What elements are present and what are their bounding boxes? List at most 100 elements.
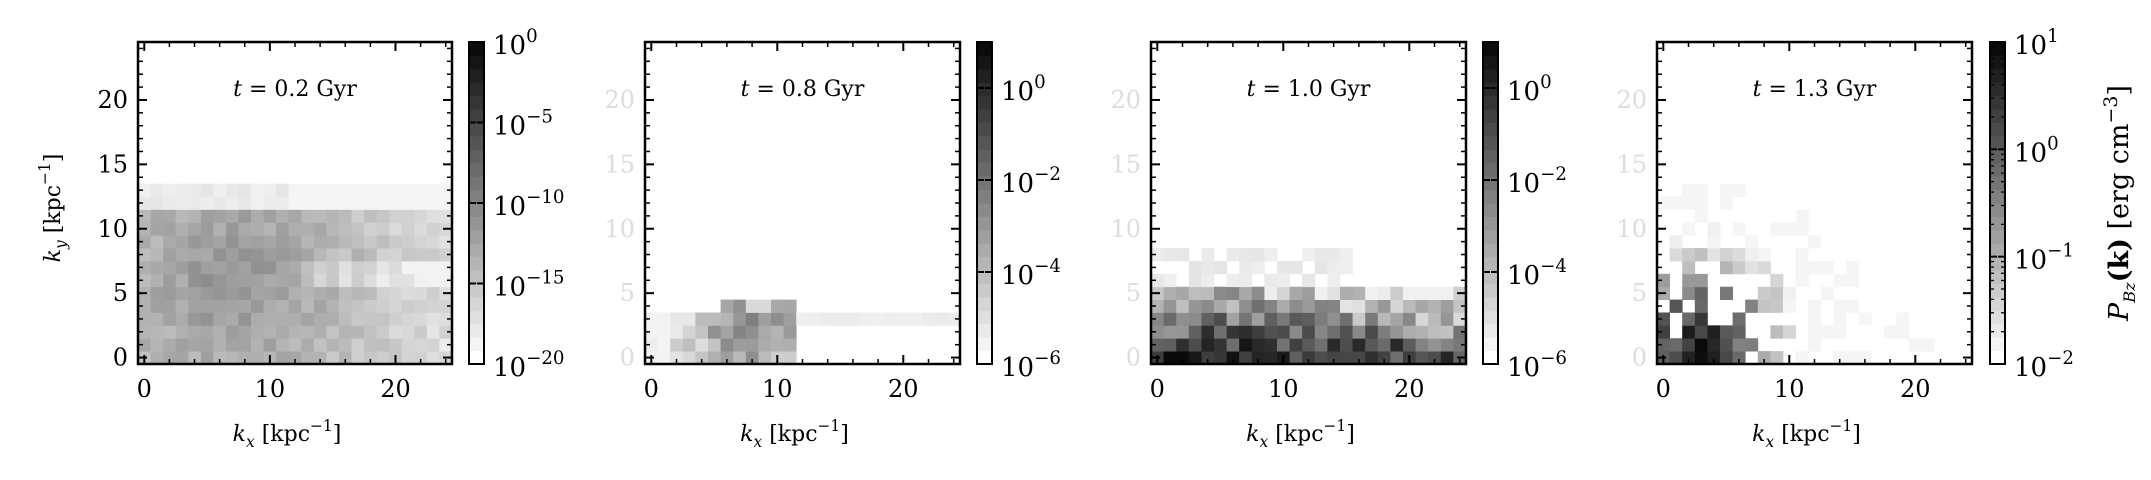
colorbar-band xyxy=(1990,95,2005,110)
colorbar-band xyxy=(977,109,992,123)
heatmap-cell xyxy=(364,299,378,313)
x-axis-label: kx [kpc−1] xyxy=(740,417,849,451)
heatmap-cell xyxy=(1340,260,1353,275)
colorbar-band xyxy=(469,162,484,177)
heatmap-cell xyxy=(276,312,290,326)
heatmap-cell xyxy=(1277,325,1290,339)
heatmap-cell xyxy=(213,286,227,300)
heatmap-cell xyxy=(1745,248,1759,262)
heatmap-cell xyxy=(846,312,860,326)
heatmap-cell xyxy=(225,248,239,262)
heatmap-cell xyxy=(1327,299,1341,313)
heatmap-cell xyxy=(213,209,227,223)
heatmap-cell xyxy=(251,222,264,236)
colorbar-band xyxy=(1483,256,1498,271)
colorbar-tick-label: 10−2 xyxy=(1001,164,1061,199)
heatmap-cell xyxy=(1289,286,1303,300)
heatmap-cell xyxy=(364,273,378,288)
heatmap-cell xyxy=(771,325,784,339)
heatmap-cell xyxy=(1732,260,1746,275)
heatmap-cell xyxy=(389,338,403,352)
heatmap-cell xyxy=(720,299,734,313)
heatmap-cell xyxy=(708,338,721,352)
heatmap-cell xyxy=(213,222,227,236)
heatmap-cell xyxy=(1239,338,1253,352)
heatmap-cell xyxy=(401,260,415,275)
colorbar-band xyxy=(1483,135,1498,150)
heatmap-cell xyxy=(263,260,277,275)
heatmap-cell xyxy=(1302,325,1316,339)
heatmap-cell xyxy=(163,209,177,223)
heatmap-cell xyxy=(163,299,177,313)
colorbar-band xyxy=(977,337,992,352)
heatmap-cell xyxy=(376,325,390,339)
heatmap-cell xyxy=(1188,351,1202,365)
heatmap-cell xyxy=(783,325,797,339)
colorbar-2: 10−6 10−4 10−2 100 xyxy=(976,41,1061,383)
heatmap-cell xyxy=(1365,325,1379,339)
heatmap-cell xyxy=(1453,299,1467,313)
heatmap-cell xyxy=(150,325,164,339)
colorbar-band xyxy=(1990,216,2005,231)
heatmap-cell xyxy=(1403,299,1416,313)
heatmap-cell xyxy=(364,260,378,275)
heatmap-cell xyxy=(251,286,264,300)
heatmap-cell xyxy=(1264,248,1278,262)
heatmap-cell xyxy=(213,338,227,352)
heatmap-cell xyxy=(326,286,340,300)
heatmap-cell xyxy=(150,312,164,326)
heatmap-cell xyxy=(1896,312,1910,326)
heatmap-cell xyxy=(426,299,440,313)
heatmap-cell xyxy=(1669,248,1683,262)
heatmap-cell xyxy=(1151,299,1164,313)
heatmap-cell xyxy=(288,286,302,300)
heatmap-cell xyxy=(376,286,390,300)
heatmap-cells xyxy=(1657,183,1935,365)
heatmap-cell xyxy=(922,312,936,326)
colorbar-band xyxy=(1990,296,2005,311)
colorbar-band xyxy=(469,229,484,244)
colorbar-band xyxy=(977,350,992,365)
heatmap-cell xyxy=(1340,338,1353,352)
heatmap-cell xyxy=(175,325,189,339)
heatmap-cell xyxy=(150,273,164,288)
heatmap-cell xyxy=(1365,312,1379,326)
heatmap-cell xyxy=(708,351,721,365)
heatmap-cell xyxy=(251,196,264,210)
heatmap-cell xyxy=(326,312,340,326)
heatmap-cell xyxy=(200,351,214,365)
colorbar-1: 10−20 10−15 10−10 10−5 100 xyxy=(468,26,564,383)
colorbar-band xyxy=(1990,256,2005,271)
heatmap-cell xyxy=(163,196,177,210)
heatmap-cell xyxy=(1176,248,1190,262)
heatmap-cell xyxy=(414,312,428,326)
colorbar-tick-label: 10−20 xyxy=(493,348,564,383)
heatmap-cell xyxy=(670,325,684,339)
heatmap-cell xyxy=(1201,299,1215,313)
heatmap-cell xyxy=(1239,312,1253,326)
heatmap-cell xyxy=(1428,312,1442,326)
heatmap-cell xyxy=(414,351,428,365)
colorbar-band xyxy=(1483,296,1498,311)
heatmap-cell xyxy=(1808,312,1822,326)
heatmap-cell xyxy=(834,312,847,326)
heatmap-cell xyxy=(1720,183,1733,197)
heatmap-cell xyxy=(1188,273,1202,288)
heatmap-cell xyxy=(1732,338,1746,352)
heatmap-cell xyxy=(426,286,440,300)
colorbar-band xyxy=(977,149,992,164)
heatmap-cell xyxy=(745,338,759,352)
heatmap-cell xyxy=(720,312,734,326)
colorbar-band xyxy=(469,109,484,123)
heatmap-cell xyxy=(238,248,252,262)
heatmap-cell xyxy=(276,286,290,300)
heatmap-cell xyxy=(313,299,327,313)
heatmap-cell xyxy=(163,183,177,197)
heatmap-cell xyxy=(1289,325,1303,339)
heatmap-cell xyxy=(225,351,239,365)
heatmap-cell xyxy=(1682,286,1696,300)
colorbar-band xyxy=(977,68,992,83)
heatmap-cell xyxy=(1833,351,1847,365)
heatmap-cell xyxy=(1770,286,1784,300)
heatmap-cell xyxy=(426,183,440,197)
